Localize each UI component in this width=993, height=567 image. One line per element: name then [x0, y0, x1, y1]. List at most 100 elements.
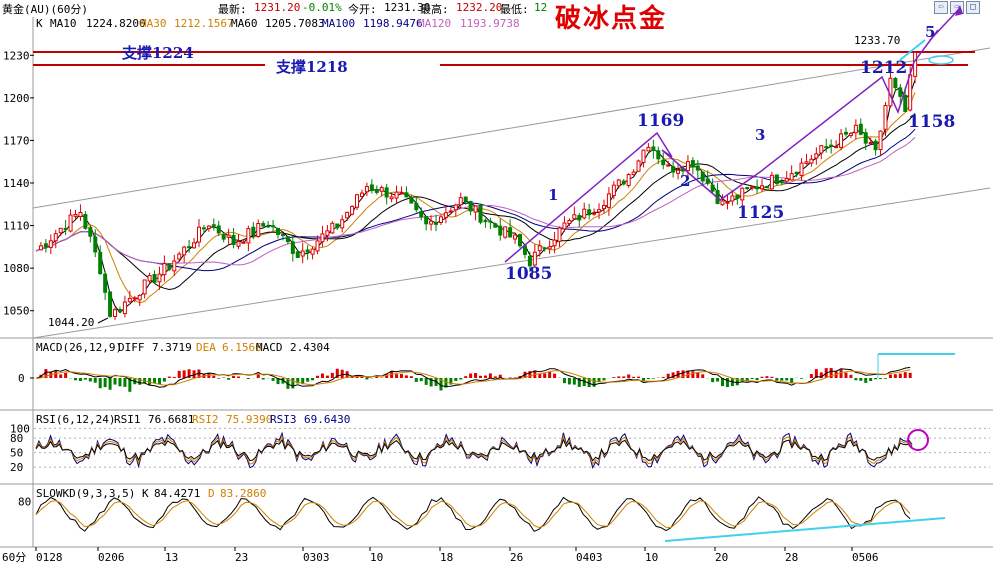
candle-body: [384, 187, 389, 198]
candle-body: [122, 301, 127, 315]
maximize-button[interactable]: □: [966, 1, 980, 14]
candle-body: [720, 200, 725, 206]
candle-body: [705, 178, 710, 184]
candle-body: [355, 194, 360, 208]
candle-body: [438, 216, 443, 224]
candle-body: [73, 213, 78, 217]
candle-body: [789, 173, 794, 181]
diff-line: [35, 366, 911, 388]
candle-body: [621, 180, 626, 185]
ma120-value: 1193.9738: [460, 17, 520, 30]
rsi2-name: RSI2: [192, 413, 219, 426]
candle-body: [43, 243, 48, 248]
candle-body: [878, 130, 883, 151]
candle-body: [735, 194, 740, 199]
symbol-label: 黄金(AU)(60分): [2, 3, 88, 16]
candle-body: [414, 202, 419, 211]
candle-body: [843, 131, 848, 135]
candle-body: [369, 184, 374, 191]
rsi-panel: [34, 427, 990, 470]
ma120-line: [35, 137, 916, 266]
candle-body: [764, 186, 769, 189]
candle-body: [117, 309, 122, 313]
candle-body: [192, 242, 197, 249]
candle-body: [182, 246, 187, 256]
candle-body: [335, 223, 340, 229]
candle-body: [863, 132, 868, 144]
rsi1-name: RSI1: [114, 413, 141, 426]
candle-body: [458, 197, 463, 206]
kd-trendline: [664, 517, 946, 542]
ma30-name: MA30: [140, 17, 167, 30]
open-label: 今开:: [348, 3, 377, 16]
candle-body: [750, 186, 755, 189]
candle-body: [290, 241, 295, 254]
candle-body: [814, 153, 819, 159]
candle-body: [685, 161, 690, 172]
k-tick-label: 1110: [3, 220, 30, 233]
k-tick-label: 1140: [3, 177, 30, 190]
candle-body: [379, 187, 384, 192]
x-tick-label: 23: [235, 551, 248, 564]
support-lines: 支撑1224 支撑1218: [33, 44, 975, 76]
candle-body: [893, 77, 898, 89]
candlesticks: [38, 51, 918, 320]
k-line: [35, 496, 911, 532]
candle-body: [804, 161, 809, 164]
candle-body: [695, 165, 700, 171]
d-name: D: [208, 487, 215, 500]
candle-body: [547, 246, 552, 250]
candle-body: [710, 184, 715, 192]
candle-body: [374, 188, 379, 193]
k-tick-label: 1200: [3, 92, 30, 105]
candle-body: [419, 211, 424, 218]
rsi3-value: 69.6430: [304, 413, 350, 426]
candle-body: [132, 297, 137, 300]
k-tick-label: 1080: [3, 262, 30, 275]
x-tick-label: 18: [440, 551, 453, 564]
candle-body: [394, 191, 399, 199]
candle-body: [137, 294, 142, 301]
candle-body: [676, 169, 681, 174]
brand-title: 破冰点金: [555, 4, 668, 34]
candle-body: [755, 186, 760, 190]
candle-body: [473, 205, 478, 213]
candle-body: [498, 225, 503, 236]
candle-body: [542, 247, 547, 250]
scroll-left-button[interactable]: ⇦: [934, 1, 948, 14]
candle-body: [829, 144, 834, 147]
rsi2-value: 75.9390: [226, 413, 272, 426]
candle-body: [839, 133, 844, 148]
candle-body: [562, 222, 567, 230]
period-label: 60分: [2, 551, 26, 564]
candle-body: [162, 263, 167, 276]
ma60-name: MA60: [231, 17, 258, 30]
candle-body: [409, 196, 414, 204]
candle-body: [834, 146, 839, 149]
ma100-line: [35, 128, 916, 272]
ma10-name: MA10: [50, 17, 77, 30]
candle-body: [853, 124, 858, 134]
x-tick-label: 28: [785, 551, 798, 564]
macd-value: 2.4304: [290, 341, 330, 354]
candle-body: [631, 171, 636, 176]
x-tick-label: 0206: [98, 551, 125, 564]
x-tick-label: 10: [370, 551, 383, 564]
wave-label: 1158: [908, 112, 955, 132]
rsi-highlight-circle: [907, 429, 929, 451]
candle-body: [350, 205, 355, 215]
candle-body: [285, 236, 290, 243]
dea-line: [35, 369, 911, 386]
candle-body: [527, 255, 532, 267]
candle-body: [537, 245, 542, 252]
ma30-value: 1212.1567: [174, 17, 234, 30]
candle-body: [424, 216, 429, 225]
low-value: 12: [534, 1, 548, 14]
macd-zero-label: 0: [18, 372, 25, 385]
x-tick-label: 0403: [576, 551, 603, 564]
candle-body: [587, 209, 592, 216]
candle-body: [809, 158, 814, 164]
candle-body: [340, 219, 345, 229]
candle-body: [83, 213, 88, 229]
